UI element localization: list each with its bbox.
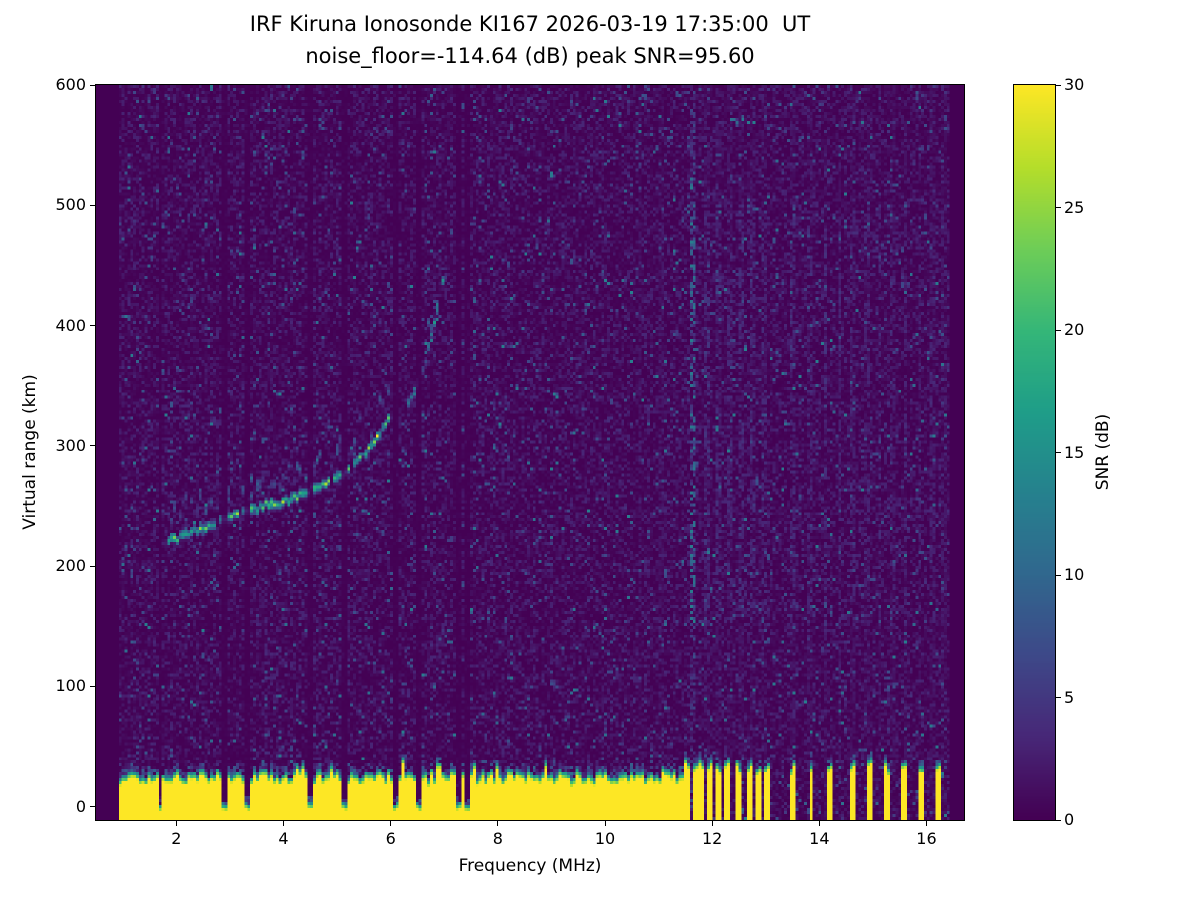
- y-tick-mark: [90, 84, 95, 86]
- y-tick-mark: [90, 204, 95, 206]
- colorbar-tick-mark: [1056, 84, 1061, 86]
- colorbar-tick-label: 30: [1064, 75, 1085, 94]
- x-tick-mark: [283, 821, 285, 826]
- y-tick-mark: [90, 445, 95, 447]
- colorbar-tick-label: 0: [1064, 810, 1075, 829]
- x-tick-mark: [818, 821, 820, 826]
- colorbar-gradient: [1014, 85, 1055, 820]
- x-tick-label: 2: [171, 829, 182, 848]
- colorbar-tick-label: 5: [1064, 687, 1075, 707]
- x-tick-mark: [497, 821, 499, 826]
- y-tick-label: 600: [55, 75, 86, 94]
- colorbar-tick-mark: [1056, 574, 1061, 576]
- x-tick-mark: [925, 821, 927, 826]
- colorbar-tick-label: 10: [1064, 565, 1085, 584]
- y-tick-mark: [90, 325, 95, 327]
- y-tick-label: 0: [75, 796, 86, 816]
- x-tick-mark: [390, 821, 392, 826]
- x-tick-label: 12: [701, 829, 723, 848]
- x-axis-label: Frequency (MHz): [458, 856, 602, 876]
- colorbar-tick-mark: [1056, 329, 1061, 331]
- colorbar-tick-label: 20: [1064, 320, 1085, 339]
- colorbar-tick-mark: [1056, 207, 1061, 208]
- y-axis-label: Virtual range (km): [20, 374, 40, 530]
- y-tick-label: 500: [55, 195, 86, 215]
- x-tick-label: 10: [594, 829, 616, 848]
- y-tick-mark: [90, 806, 95, 808]
- chart-subtitle: noise_floor=-114.64 (dB) peak SNR=95.60: [305, 44, 755, 68]
- ionogram-heatmap: [96, 85, 964, 820]
- x-tick-mark: [175, 821, 177, 826]
- colorbar-tick-mark: [1056, 697, 1061, 698]
- y-tick-mark: [90, 685, 95, 687]
- x-tick-label: 4: [278, 829, 289, 848]
- colorbar-tick-mark: [1056, 819, 1061, 821]
- colorbar-tick-label: 25: [1064, 197, 1085, 217]
- y-tick-label: 200: [55, 556, 86, 576]
- x-tick-label: 6: [385, 829, 396, 848]
- y-tick-label: 300: [55, 435, 86, 455]
- x-tick-mark: [604, 821, 606, 826]
- x-tick-mark: [711, 821, 713, 826]
- chart-title: IRF Kiruna Ionosonde KI167 2026-03-19 17…: [249, 12, 811, 36]
- y-tick-mark: [90, 565, 95, 567]
- y-tick-label: 100: [55, 676, 86, 696]
- y-tick-label: 400: [55, 315, 86, 335]
- colorbar-tick-label: 15: [1064, 442, 1085, 462]
- colorbar-tick-mark: [1056, 452, 1061, 453]
- x-tick-label: 8: [492, 829, 503, 848]
- x-tick-label: 16: [916, 829, 937, 848]
- x-tick-label: 14: [809, 829, 830, 848]
